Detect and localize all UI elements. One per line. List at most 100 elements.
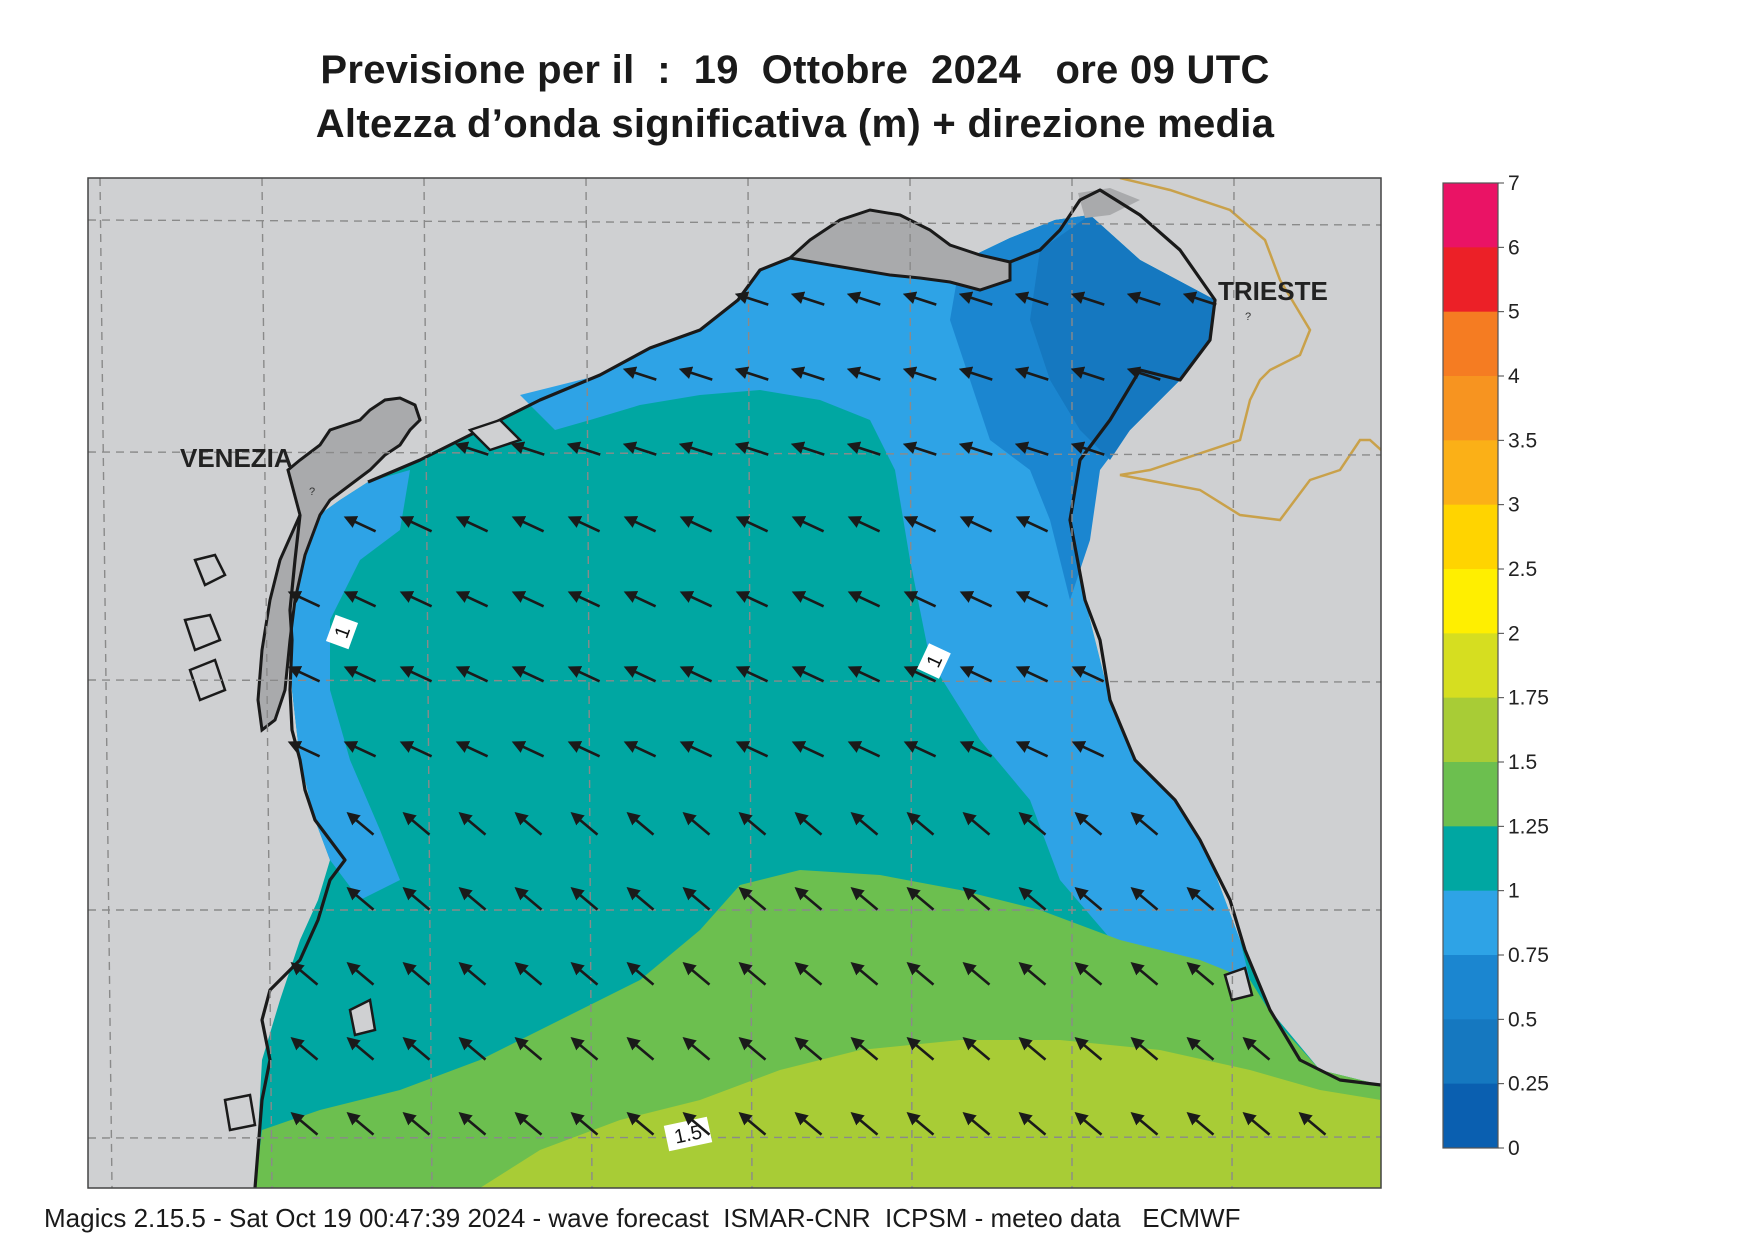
wave-arrow <box>678 366 713 381</box>
wave-arrow <box>738 887 767 911</box>
wave-arrow <box>846 366 881 381</box>
wave-arrow <box>902 291 937 306</box>
wave-arrow <box>962 812 991 836</box>
colorbar-swatch <box>1443 569 1498 634</box>
colorbar-swatch <box>1443 1019 1498 1085</box>
wave-band-0.25-0.5 <box>1030 215 1215 460</box>
colorbar-swatch <box>1443 376 1498 441</box>
wave-arrow <box>1014 366 1049 381</box>
wave-arrow <box>287 741 321 758</box>
map-title: Previsione per il : 19 Ottobre 2024 ore … <box>320 48 1270 92</box>
wave-arrow <box>623 516 657 533</box>
colorbar-tick-label: 2.5 <box>1508 558 1537 581</box>
wave-arrow <box>346 1112 375 1136</box>
wave-arrow <box>1015 591 1049 608</box>
wave-arrow <box>959 516 993 533</box>
wave-arrow <box>903 741 937 758</box>
wave-arrow <box>1186 1037 1215 1061</box>
contour-label-group: 1 1 1.5 <box>325 614 951 1152</box>
wave-arrow <box>1130 1037 1159 1061</box>
wave-arrow <box>791 666 825 683</box>
wave-arrow <box>682 962 711 986</box>
northern-coast-land <box>1078 188 1140 218</box>
wave-arrow <box>679 591 713 608</box>
wave-arrow <box>738 812 767 836</box>
wave-arrow <box>1186 1112 1215 1136</box>
wave-arrow <box>679 666 713 683</box>
city-label-venezia: VENEZIA <box>180 443 293 473</box>
wave-arrow <box>567 591 601 608</box>
wave-arrow <box>682 887 711 911</box>
colorbar-swatch <box>1443 762 1498 827</box>
wave-arrow <box>1071 741 1105 758</box>
wave-arrow <box>567 741 601 758</box>
city-label-trieste: TRIESTE <box>1218 276 1328 306</box>
colorbar-swatch <box>1443 1083 1498 1149</box>
wave-arrow <box>794 962 823 986</box>
wave-arrow <box>847 516 881 533</box>
wave-arrow <box>962 962 991 986</box>
wave-arrow <box>343 666 377 683</box>
wave-arrow <box>1130 887 1159 911</box>
wave-arrow <box>734 441 769 456</box>
colorbar-tick-label: 1.75 <box>1508 687 1549 710</box>
colorbar-tick-label: 3 <box>1508 494 1520 517</box>
wave-arrow <box>735 591 769 608</box>
wave-arrow <box>1070 441 1105 456</box>
wave-arrow <box>962 1037 991 1061</box>
wave-arrow <box>962 1112 991 1136</box>
colorbar-swatch <box>1443 183 1498 248</box>
wave-arrow <box>682 812 711 836</box>
map-area: 1 1 1.5 VENEZIA TRIESTE ? ? <box>88 178 1381 1188</box>
wave-arrow <box>402 1037 431 1061</box>
wave-arrow <box>402 887 431 911</box>
map-subtitle: Altezza d’onda significativa (m) + direz… <box>315 102 1275 146</box>
wave-arrow <box>1018 887 1047 911</box>
colorbar-swatch <box>1443 633 1498 699</box>
wave-arrow <box>735 666 769 683</box>
wave-arrow <box>623 666 657 683</box>
wave-arrow <box>514 1037 543 1061</box>
wave-arrow <box>958 441 993 456</box>
wave-arrow <box>623 591 657 608</box>
wave-arrow <box>906 812 935 836</box>
wave-arrow <box>794 887 823 911</box>
wave-arrow <box>959 666 993 683</box>
wave-arrow <box>1126 291 1161 306</box>
wave-arrow <box>679 741 713 758</box>
colorbar-frame <box>1442 182 1499 1149</box>
wave-arrow <box>794 1037 823 1061</box>
wave-arrow <box>570 812 599 836</box>
wave-arrow <box>1074 962 1103 986</box>
wave-arrow <box>511 516 545 533</box>
wave-arrow <box>679 516 713 533</box>
wave-band-1.5-1.75 <box>480 1040 1381 1188</box>
wave-arrow <box>346 1037 375 1061</box>
wave-arrow <box>458 1112 487 1136</box>
wave-arrow <box>1015 516 1049 533</box>
wave-arrow <box>458 1037 487 1061</box>
wave-arrow <box>850 1112 879 1136</box>
colorbar-swatch <box>1443 697 1498 763</box>
colorbar-swatch <box>1443 504 1498 570</box>
wave-arrow <box>1074 887 1103 911</box>
wave-arrow <box>510 441 545 456</box>
colorbar-tick-label: 1.5 <box>1508 751 1537 774</box>
wave-arrow <box>794 1112 823 1136</box>
lagoon-islands <box>183 418 1254 1132</box>
venice-lagoon <box>256 396 422 733</box>
wave-arrow <box>570 962 599 986</box>
wave-arrow <box>570 1112 599 1136</box>
wave-arrow <box>622 366 657 381</box>
wave-arrow <box>570 1037 599 1061</box>
wave-arrow <box>290 1112 319 1136</box>
wave-arrow <box>454 441 489 456</box>
graticule <box>88 178 1381 1188</box>
wave-arrow <box>1018 1037 1047 1061</box>
wave-arrow <box>346 887 375 911</box>
colorbar-tick-label: 5 <box>1508 301 1520 324</box>
wave-arrow <box>1130 1112 1159 1136</box>
wave-arrow <box>791 516 825 533</box>
coastline <box>253 188 1381 1188</box>
wave-arrow <box>455 516 489 533</box>
